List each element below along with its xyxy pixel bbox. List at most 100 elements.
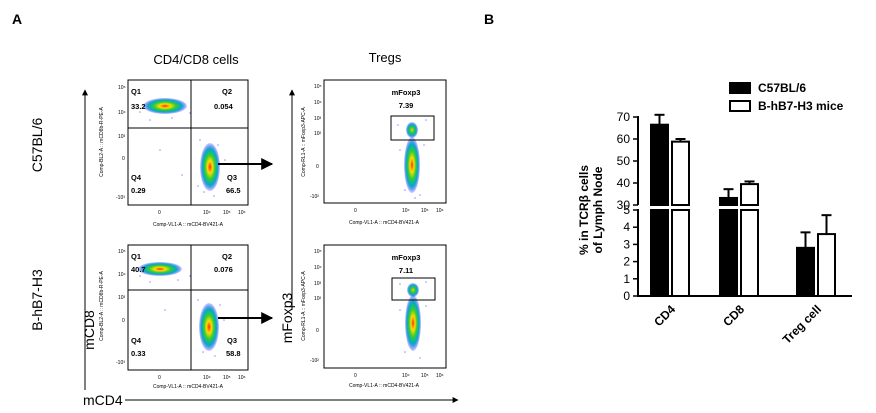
bar-upper-cd8-1: [740, 183, 759, 207]
q3-population: [200, 143, 220, 191]
svg-text:10⁵: 10⁵: [223, 375, 231, 381]
svg-text:-10²: -10²: [310, 194, 319, 200]
plot-ticks: 10⁵ 10⁴ 10³ 0 -10³ 0 10⁴ 10⁵ 10⁶: [116, 85, 246, 216]
svg-text:10⁵: 10⁵: [314, 84, 322, 90]
q2-value: 0.076: [214, 265, 233, 274]
x-tick-label: Treg cell: [780, 302, 824, 346]
gate-label: mFoxp3: [392, 253, 421, 262]
y-tick-label: 5: [623, 203, 630, 217]
svg-text:10⁴: 10⁴: [314, 265, 322, 271]
q1-name: Q1: [131, 87, 141, 96]
svg-text:10³: 10³: [118, 134, 126, 140]
legend-label: B-hB7-H3 mice: [758, 99, 844, 113]
row1-label: C57BL/6: [29, 118, 45, 173]
svg-text:-10³: -10³: [116, 195, 125, 201]
svg-text:10⁶: 10⁶: [436, 373, 444, 379]
plot-frame: [127, 79, 249, 206]
svg-text:0: 0: [316, 328, 319, 334]
bar-treg-cell-0: [796, 246, 815, 297]
plot-ticks: 10⁵ 10⁴ 10³ 10² 0 -10² 0 10⁴ 10⁵ 10⁶: [310, 249, 444, 379]
y-axis-label: mCD8: [81, 310, 97, 350]
treg-population: [407, 283, 419, 297]
flow-plot-hb7-tregs: mFoxp3 7.11 Comp-RL1-A :: mFoxp3-APC-A C…: [301, 244, 447, 389]
plot-ticks: 10⁵ 10⁴ 10³ 10² 0 -10² 0 10⁴ 10⁵ 10⁶: [310, 84, 444, 214]
svg-text:10⁶: 10⁶: [238, 210, 246, 216]
col1-title: CD4/CD8 cells: [153, 52, 239, 67]
q4-value: 0.33: [131, 349, 146, 358]
scatter-cloud: [139, 98, 226, 197]
svg-text:10⁵: 10⁵: [223, 210, 231, 216]
q1-name: Q1: [131, 252, 141, 261]
svg-text:10³: 10³: [314, 281, 322, 287]
svg-text:0: 0: [354, 208, 357, 214]
plot-frame: [323, 244, 447, 369]
y-axis-label: % in TCRβ cellsof Lymph Node: [577, 165, 605, 255]
gate-value: 7.11: [399, 266, 413, 275]
svg-text:10²: 10²: [314, 296, 322, 302]
y-tick-label: 4: [623, 220, 630, 234]
svg-text:10⁴: 10⁴: [118, 272, 126, 278]
svg-text:10⁵: 10⁵: [421, 373, 429, 379]
y-tick-label: 70: [617, 110, 631, 124]
y-axis-label-2: mFoxp3: [279, 293, 295, 344]
plot-xlabel: Comp-VL1-A :: mCD4-BV421-A: [153, 222, 224, 228]
treg-gate: [390, 115, 435, 141]
q3-name: Q3: [227, 173, 237, 182]
scatter-cloud: [399, 281, 427, 359]
svg-text:-10²: -10²: [310, 358, 319, 364]
y-tick-label: 60: [617, 132, 631, 146]
svg-text:10⁶: 10⁶: [436, 208, 444, 214]
panel-a-label: A: [12, 11, 22, 27]
y-tick-label: 30: [617, 198, 631, 212]
q4-value: 0.29: [131, 186, 146, 195]
plot-ylabel: Comp-BL2-A :: mCD8b-R-PE-A: [99, 270, 105, 340]
q3-value: 66.5: [226, 186, 241, 195]
row2-label: B-hB7-H3: [29, 269, 45, 331]
y-tick-label: 2: [623, 255, 630, 269]
bar-upper-cd4-0: [650, 123, 669, 206]
flow-plot-hb7-cd4cd8: Q1 40.7 Q2 0.076 Q4 0.33 Q3 58.8 Comp-BL…: [99, 244, 249, 390]
svg-text:10²: 10²: [314, 131, 322, 137]
y-tick-label: 50: [617, 154, 631, 168]
svg-text:10⁴: 10⁴: [118, 110, 126, 116]
q3-population: [199, 303, 219, 351]
treg-population: [406, 122, 418, 138]
svg-text:10⁴: 10⁴: [203, 375, 211, 381]
non-treg-population: [404, 137, 420, 193]
q1-value: 40.7: [131, 265, 146, 274]
y-tick-label: 40: [617, 176, 631, 190]
bar-treg-cell-1: [817, 233, 836, 297]
svg-text:10⁶: 10⁶: [238, 375, 246, 381]
svg-text:10³: 10³: [118, 295, 126, 301]
q1-value: 33.2: [131, 102, 146, 111]
non-treg-population: [405, 295, 421, 351]
y-tick-label: 3: [623, 237, 630, 251]
plot-ylabel: Comp-RL1-A :: mFoxp3-APC-A: [301, 107, 307, 177]
gate-label: mFoxp3: [392, 88, 421, 97]
plot-xlabel: Comp-VL1-A :: mCD4-BV421-A: [349, 383, 420, 389]
svg-text:10⁵: 10⁵: [314, 249, 322, 255]
scatter-cloud: [138, 262, 225, 357]
y-tick-label: 0: [623, 289, 630, 303]
plot-xlabel: Comp-VL1-A :: mCD4-BV421-A: [349, 220, 420, 226]
plot-ylabel: Comp-BL2-A :: mCD8b-R-PE-A: [99, 106, 105, 176]
svg-text:-10³: -10³: [116, 360, 125, 366]
svg-text:10⁴: 10⁴: [402, 208, 410, 214]
x-axis-label: mCD4: [83, 392, 123, 408]
q3-name: Q3: [227, 336, 237, 345]
y-tick-label: 1: [623, 272, 630, 286]
q2-value: 0.054: [214, 102, 234, 111]
y-axis-label-line: of Lymph Node: [591, 166, 605, 253]
q2-name: Q2: [222, 252, 232, 261]
bar-cd4-1: [671, 209, 690, 297]
svg-text:10⁴: 10⁴: [314, 100, 322, 106]
plot-ylabel: Comp-RL1-A :: mFoxp3-APC-A: [301, 271, 307, 341]
bar-upper-cd4-1: [671, 140, 690, 206]
svg-text:10⁵: 10⁵: [118, 85, 126, 91]
bar-cd8-0: [719, 209, 738, 297]
legend-label: C57BL/6: [758, 81, 806, 95]
svg-text:10⁴: 10⁴: [203, 210, 211, 216]
flow-plot-c57-cd4cd8: Q1 33.2 Q2 0.054 Q4 0.29 Q3 66.5 Comp-BL…: [99, 79, 249, 228]
x-tick-label: CD4: [651, 302, 678, 329]
